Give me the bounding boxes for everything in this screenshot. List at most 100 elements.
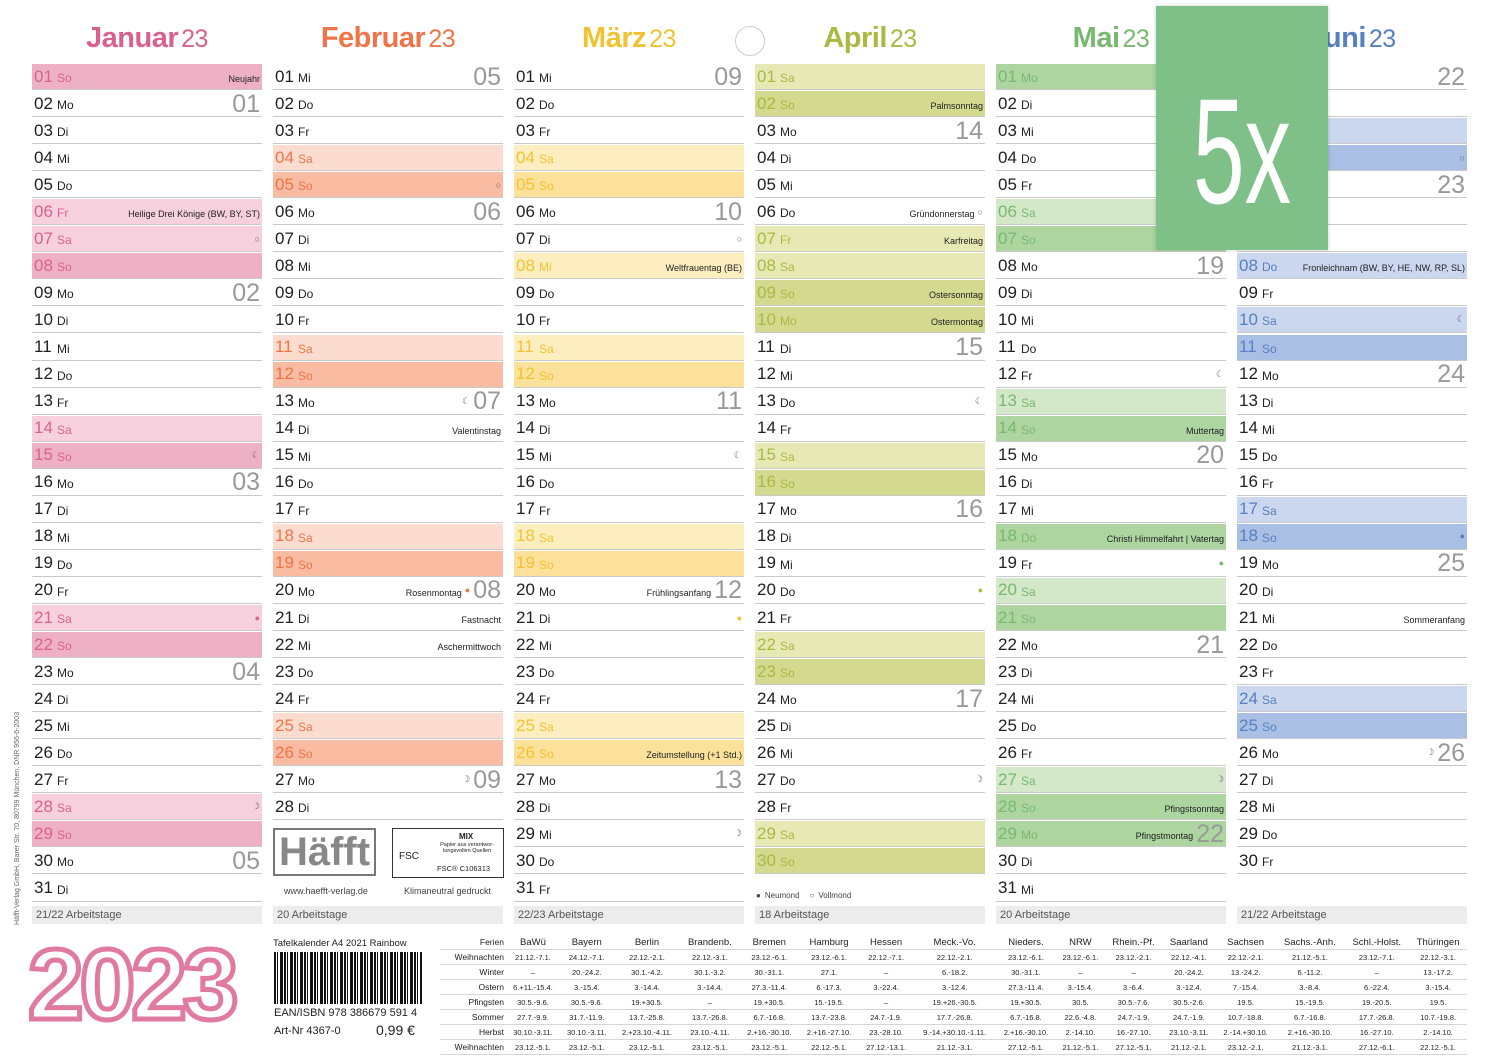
day-number: 16 — [1239, 472, 1258, 492]
day-note: Neujahr — [228, 74, 260, 84]
weekday: Sa — [780, 639, 795, 654]
weekday: So — [539, 557, 554, 572]
day-row: 16 Do — [273, 470, 503, 496]
table-cell: 30.10.-3.11. — [559, 1024, 614, 1040]
day-number: 05 — [34, 174, 53, 194]
weekday: Mi — [57, 341, 70, 356]
week-number: 05 — [232, 846, 260, 875]
day-row: 29 Sa — [755, 821, 985, 848]
column-header: BaWü — [505, 935, 560, 950]
month-year: 23 — [1122, 25, 1150, 53]
day-row: 30 Do — [514, 848, 744, 875]
weekday: Mo — [780, 503, 797, 518]
weekday: So — [57, 449, 72, 464]
table-cell: 16.-27.10. — [1344, 1024, 1410, 1040]
table-cell: 22.12.-4.1. — [1162, 949, 1216, 965]
month-name: März — [582, 22, 647, 54]
day-extras: ☾ — [1216, 369, 1224, 380]
table-cell: 23.12.-6.1. — [799, 949, 859, 965]
table-cell: 22.12.-2.1. — [1215, 949, 1276, 965]
day-extras: 17 — [955, 686, 983, 712]
moon-phase: ☽ — [1426, 747, 1435, 758]
day-row: 12 So — [273, 361, 503, 388]
day-number: 12 — [34, 364, 53, 384]
day-row: 03 Di — [32, 118, 262, 145]
moon-phase: ○ — [495, 179, 501, 190]
day-number: 04 — [34, 147, 53, 167]
day-note: Heilige Drei Könige (BW, BY, ST) — [128, 209, 260, 220]
day-row: 10 Mi — [996, 307, 1226, 334]
day-row: 20 Di — [1237, 578, 1467, 604]
column-header: Hessen — [858, 935, 914, 950]
day-number: 20 — [757, 580, 776, 600]
week-number: 16 — [955, 495, 983, 524]
day-row: 09 Do — [273, 280, 503, 307]
day-extras: Rosenmontag ● 08 — [406, 577, 501, 603]
table-cell: 20.-24.2. — [559, 964, 614, 980]
weekday: Fr — [57, 395, 69, 410]
day-number: 20 — [275, 580, 294, 600]
weekday: So — [57, 260, 72, 275]
day-row: 23 Di — [996, 659, 1226, 686]
day-row: 11 Sa — [273, 334, 503, 361]
day-row: 03 Fr — [273, 118, 503, 145]
weekday: Mo — [1021, 828, 1038, 843]
day-row: 06 Mo 06 — [273, 199, 503, 226]
day-row: 14 Di Valentinstag — [273, 416, 503, 442]
table-cell: 30.-31.1. — [996, 964, 1056, 980]
day-row: 26 So — [273, 740, 503, 767]
weekday: Sa — [539, 341, 554, 356]
moon-phase: ☽ — [462, 774, 471, 785]
weekday: Fr — [57, 774, 69, 789]
day-number: 28 — [1239, 796, 1258, 816]
table-cell: 27.12.-5.1. — [996, 1039, 1056, 1055]
day-row: 06 Mo 10 — [514, 199, 744, 226]
day-row: 26 Mo ☽ 26 — [1237, 740, 1467, 767]
day-row: 08 So — [32, 253, 262, 280]
day-extras: 19 — [1196, 253, 1224, 279]
day-extras: ☾ — [1457, 314, 1465, 325]
table-cell: 23.-28.10. — [858, 1024, 914, 1040]
day-extras: ☾ 07 — [462, 388, 501, 414]
day-number: 22 — [1239, 634, 1258, 654]
day-row: 27 Fr — [32, 767, 262, 794]
week-number: 07 — [473, 387, 501, 416]
weekday: Do — [298, 666, 314, 681]
table-cell: 19.+30.5. — [613, 994, 681, 1010]
weekday: Mi — [298, 449, 311, 464]
table-header: Ferien BaWü Bayern Berlin Brandenb. Bremen Ham… — [440, 935, 1467, 950]
table-cell: 22.12.-7.1. — [858, 949, 914, 965]
day-row: 12 Mi — [755, 362, 985, 388]
day-number: 27 — [998, 769, 1017, 789]
day-row: 28 Di — [273, 794, 503, 821]
weekday: So — [539, 179, 554, 194]
day-number: 24 — [516, 688, 535, 708]
moon-phase: ☽ — [251, 801, 260, 812]
day-number: 13 — [757, 391, 776, 411]
column-header: Sachsen — [1215, 935, 1276, 950]
weekday: Di — [539, 612, 551, 626]
weekday: So — [298, 179, 313, 194]
moon-phase: ☽ — [1215, 774, 1224, 785]
table-cell: 22.12.-2.1. — [613, 949, 681, 965]
day-row: 10 Di — [32, 307, 262, 334]
table-cell: 9.-14.+30.10.-1.11. — [913, 1024, 997, 1040]
day-row: 03 Fr — [514, 118, 744, 145]
legend-new: Neumond — [764, 891, 800, 900]
day-note: Palmsonntag — [930, 101, 983, 112]
table-row: Pfingsten 30.5.-9.6. 30.5.-9.6. 19.+30.5. –1… — [440, 994, 1467, 1010]
day-number: 21 — [998, 607, 1017, 627]
day-number: 13 — [34, 391, 53, 411]
weekday: Sa — [539, 152, 554, 167]
weekday: Do — [1021, 530, 1037, 545]
table-cell: 30.5.-9.6. — [505, 994, 560, 1010]
day-extras: ○ — [255, 234, 260, 244]
day-row: 02 Mo 01 — [32, 91, 262, 118]
day-row: 24 Sa — [1237, 686, 1467, 713]
moon-phase: ○ — [1459, 152, 1465, 163]
day-extras: Heilige Drei Könige (BW, BY, ST) — [128, 204, 260, 219]
table-cell: 13.7.-23.8. — [799, 1009, 859, 1025]
day-number: 17 — [998, 499, 1017, 519]
day-number: 09 — [1239, 282, 1258, 302]
day-row: 29 Mo Pfingstmontag 22 — [996, 821, 1226, 848]
